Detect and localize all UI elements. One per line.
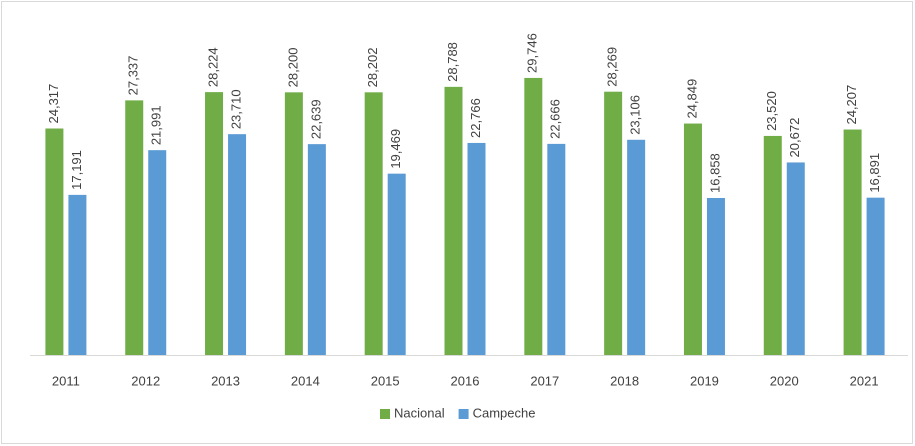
data-label: 22,639 <box>308 99 323 139</box>
legend-swatch <box>458 409 469 419</box>
data-label: 28,224 <box>205 47 220 87</box>
bar <box>125 100 144 356</box>
bar <box>547 143 566 355</box>
legend-label: Campeche <box>473 405 536 420</box>
x-tick-label: 2020 <box>770 373 799 388</box>
x-tick-label: 2013 <box>211 373 240 388</box>
bar <box>307 144 326 355</box>
bar <box>68 194 87 355</box>
bar <box>866 197 885 355</box>
x-tick-label: 2011 <box>52 373 80 388</box>
data-label: 16,858 <box>707 153 722 193</box>
data-label: 28,200 <box>285 48 300 88</box>
data-label: 23,710 <box>228 89 243 129</box>
x-tick-label: 2015 <box>371 373 400 388</box>
data-label: 23,106 <box>628 95 643 135</box>
bar <box>843 129 862 355</box>
bar <box>45 128 64 355</box>
data-label: 21,991 <box>149 105 164 145</box>
bar <box>205 92 224 356</box>
bar <box>387 173 406 355</box>
bar <box>444 86 463 355</box>
data-label: 24,849 <box>684 79 699 119</box>
bar <box>364 92 383 355</box>
data-label: 28,788 <box>445 42 460 82</box>
bar <box>284 92 303 355</box>
bar <box>228 134 247 355</box>
x-tick-label: 2016 <box>451 373 480 388</box>
bar <box>524 77 543 355</box>
data-label: 19,469 <box>388 129 403 169</box>
data-label: 17,191 <box>69 150 84 190</box>
bar <box>604 91 623 355</box>
x-tick-label: 2018 <box>610 373 639 388</box>
x-tick-label: 2017 <box>530 373 559 388</box>
data-label: 29,746 <box>525 33 540 73</box>
data-label: 24,317 <box>46 84 61 124</box>
legend-label: Nacional <box>394 405 445 420</box>
data-label: 22,766 <box>468 98 483 138</box>
bar <box>627 139 646 355</box>
bar <box>786 162 805 355</box>
bar <box>148 150 167 355</box>
data-label: 22,666 <box>548 99 563 139</box>
bar <box>706 197 725 355</box>
x-tick-label: 2014 <box>291 373 320 388</box>
data-label: 28,202 <box>365 48 380 88</box>
bar <box>763 135 782 355</box>
data-label: 27,337 <box>126 56 141 96</box>
bar <box>683 123 702 355</box>
legend-swatch <box>380 409 390 419</box>
data-label: 20,672 <box>787 118 802 158</box>
data-label: 23,520 <box>764 91 779 131</box>
data-label: 28,269 <box>605 47 620 87</box>
x-tick-label: 2019 <box>690 373 719 388</box>
x-tick-label: 2012 <box>131 373 160 388</box>
bar <box>467 142 486 355</box>
data-label: 16,891 <box>867 153 882 193</box>
x-tick-label: 2021 <box>850 373 879 388</box>
data-label: 24,207 <box>844 85 859 125</box>
